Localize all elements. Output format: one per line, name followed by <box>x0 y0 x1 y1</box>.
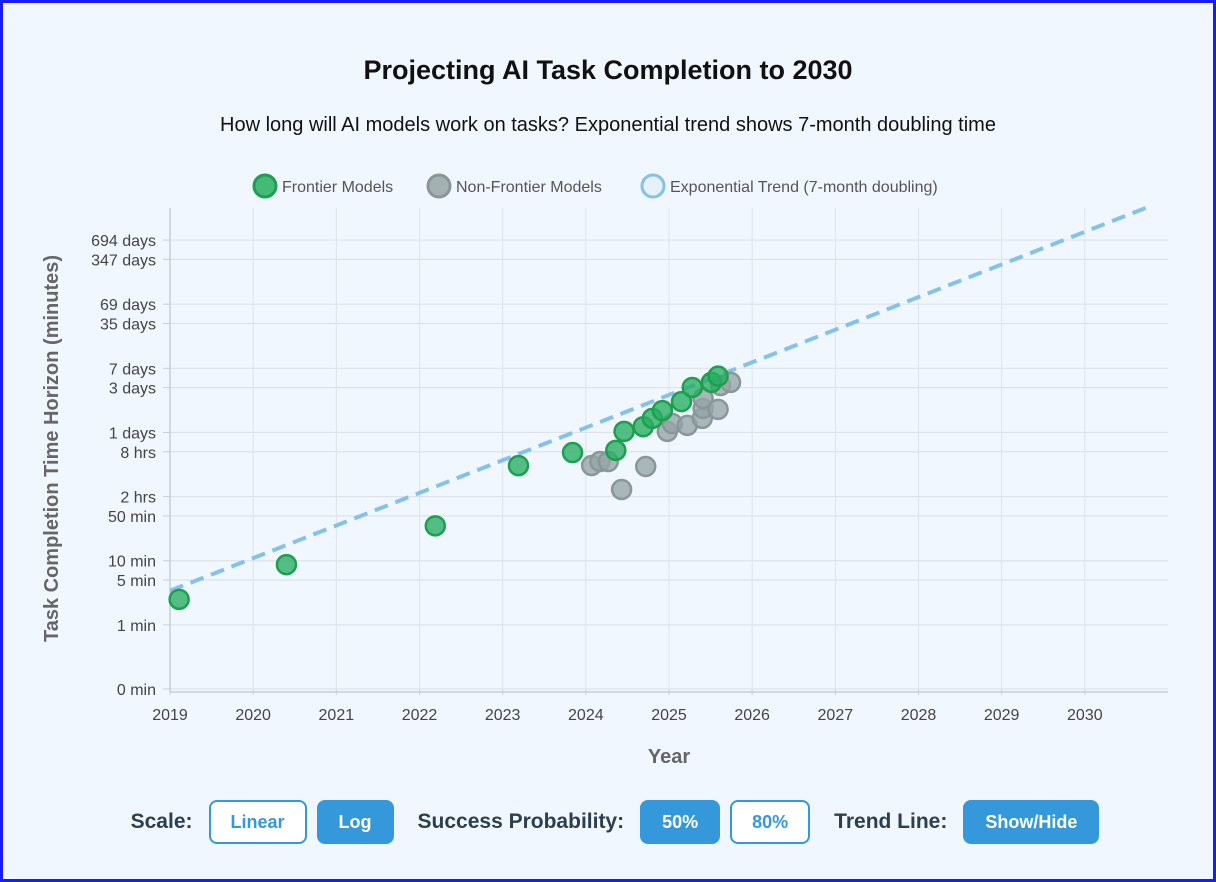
x-tick-label: 2024 <box>568 707 604 724</box>
frontier-point <box>670 390 693 413</box>
non-frontier-point <box>610 478 633 501</box>
x-tick-label: 2022 <box>402 707 438 724</box>
trend-line-label: Trend Line: <box>834 810 948 833</box>
x-tick-label: 2023 <box>485 707 521 724</box>
x-tick-label: 2030 <box>1067 707 1103 724</box>
x-axis-title: Year <box>648 746 690 768</box>
legend-label-2: Exponential Trend (7-month doubling) <box>670 179 938 196</box>
legend-marker-1 <box>426 173 452 199</box>
legend-label-0: Frontier Models <box>282 179 393 196</box>
y-tick-label: 5 min <box>117 573 156 590</box>
frontier-point <box>681 376 704 399</box>
frontier-point <box>275 553 298 576</box>
chart-subtitle: How long will AI models work on tasks? E… <box>220 114 996 136</box>
frontier-point <box>507 454 530 477</box>
probability-50-button[interactable]: 50% <box>640 800 721 844</box>
y-tick-label: 69 days <box>100 297 156 314</box>
probability-80-button[interactable]: 80% <box>730 800 811 844</box>
scale-label: Scale: <box>130 810 193 833</box>
plot-area: 2019 2020 2021 2022 2023 2024 2025 2026 2027 2028… <box>41 173 1168 768</box>
legend-marker-0 <box>252 173 278 199</box>
x-tick-label: 2020 <box>235 707 271 724</box>
y-tick-label: 8 hrs <box>120 445 156 462</box>
frontier-point <box>651 399 674 422</box>
x-tick-label: 2019 <box>152 707 188 724</box>
y-tick-label: 2 hrs <box>120 490 156 507</box>
frontier-point <box>605 439 627 462</box>
chart-title: Projecting AI Task Completion to 2030 <box>363 55 853 85</box>
y-tick-label: 694 days <box>91 233 156 250</box>
frontier-point <box>168 588 190 611</box>
legend-label-1: Non-Frontier Models <box>456 179 602 196</box>
frontier-point <box>424 515 447 537</box>
x-tick-label: 2028 <box>901 707 937 724</box>
x-tick-label: 2027 <box>818 707 854 724</box>
linear-scale-button[interactable]: Linear <box>208 800 307 844</box>
y-tick-label: 347 days <box>91 252 156 269</box>
x-tick-label: 2021 <box>319 707 355 724</box>
legend-marker-2 <box>640 173 666 199</box>
y-tick-label: 1 min <box>117 618 156 635</box>
non-frontier-point <box>707 398 729 421</box>
y-tick-label: 7 days <box>109 361 156 378</box>
y-tick-label: 1 days <box>109 425 156 442</box>
y-axis-title: Task Completion Time Horizon (minutes) <box>41 255 63 642</box>
y-tick-label: 0 min <box>117 682 156 699</box>
frontier-point <box>707 365 729 387</box>
log-scale-button[interactable]: Log <box>316 800 394 844</box>
y-tick-label: 10 min <box>108 554 156 571</box>
frontier-point <box>613 420 635 443</box>
controls-bar: Scale: Linear Log Success Probability: 5… <box>3 800 1213 844</box>
y-tick-label: 3 days <box>109 381 156 398</box>
x-tick-label: 2029 <box>984 707 1020 724</box>
frontier-point <box>561 441 584 464</box>
trend-line <box>169 206 1147 593</box>
y-tick-label: 50 min <box>108 509 156 526</box>
x-tick-label: 2026 <box>734 707 770 724</box>
y-tick-label: 35 days <box>100 316 156 333</box>
non-frontier-point <box>634 455 657 478</box>
x-tick-label: 2025 <box>651 707 687 724</box>
success-probability-label: Success Probability: <box>417 810 625 833</box>
trend-toggle-button[interactable]: Show/Hide <box>963 800 1100 844</box>
